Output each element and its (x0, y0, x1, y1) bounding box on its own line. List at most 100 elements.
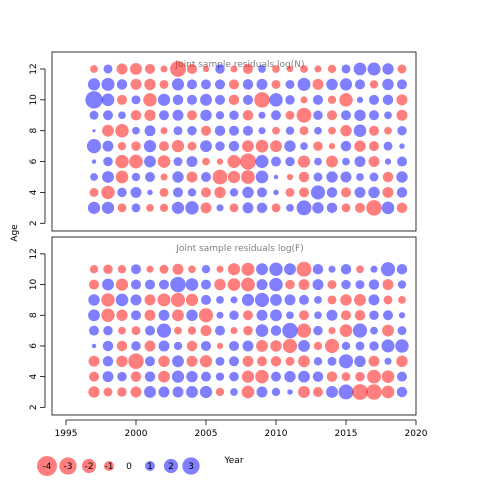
bubble-p2-age3-2007 (230, 388, 238, 396)
bubble-p1-age4-2003 (173, 187, 183, 198)
legend-label--4: -4 (43, 462, 52, 472)
bubble-p2-age8-2015 (341, 310, 351, 321)
bubble-p1-age8-2008 (243, 125, 253, 136)
bubble-p2-age3-2013 (313, 386, 323, 397)
bubble-p1-age4-2006 (214, 186, 226, 199)
bubble-p2-age3-2001 (144, 386, 156, 398)
bubble-p1-age6-2008 (239, 153, 257, 170)
bubble-p2-age11-2016 (356, 265, 364, 274)
bubble-p2-age11-2011 (284, 263, 296, 276)
bubble-p1-age8-2017 (369, 125, 379, 136)
bubble-p2-age3-1997 (88, 386, 100, 398)
bubble-p2-age7-2009 (255, 324, 269, 337)
bubble-p1-age9-2005 (200, 109, 212, 121)
bubble-p2-age10-2013 (312, 279, 324, 291)
bubble-p1-age5-2004 (186, 171, 198, 183)
bubble-p2-age7-1997 (89, 325, 99, 336)
bubble-p2-age3-2005 (199, 385, 213, 399)
bubble-p1-age8-2003 (173, 126, 183, 136)
bubble-p2-age3-2003 (172, 386, 184, 398)
bubble-p2-age8-2012 (299, 310, 309, 321)
bubble-p1-age5-2019 (396, 171, 408, 183)
bubble-p2-age11-2012 (296, 261, 312, 277)
bubble-p2-age4-2003 (171, 370, 185, 383)
bubble-p1-age11-2010 (271, 79, 281, 89)
bubble-p2-age10-2012 (298, 279, 310, 291)
bubble-p1-age9-2003 (172, 109, 184, 121)
bubble-p1-age6-1999 (115, 154, 129, 169)
bubble-p2-age10-2002 (159, 279, 169, 290)
bubble-p2-age10-2008 (241, 277, 255, 292)
bubble-p2-age11-2018 (380, 262, 396, 277)
bubble-p1-age6-1997 (91, 159, 97, 164)
bubble-p1-age8-2000 (132, 126, 140, 135)
bubble-p1-age3-2012 (296, 200, 312, 216)
bubble-p2-age10-2017 (368, 279, 380, 290)
panel-title-bottom: Joint sample residuals log(F) (175, 244, 303, 254)
bubble-p2-age9-2003 (170, 292, 186, 307)
bubble-p2-age9-2013 (314, 296, 322, 304)
bubble-p2-age4-2012 (298, 370, 310, 383)
bubble-p2-age8-2004 (186, 309, 198, 321)
bubble-p2-age10-2015 (341, 279, 351, 290)
bubble-p1-age8-2019 (397, 125, 407, 136)
bubble-p2-age4-2000 (130, 371, 142, 382)
y-tick-label-p2-10: 10 (29, 279, 39, 291)
bubble-p1-age3-1997 (87, 201, 101, 214)
bubble-p1-age10-2006 (215, 94, 225, 105)
bubble-p1-age12-2012 (300, 65, 308, 73)
bubble-p1-age12-2000 (130, 63, 142, 75)
bubble-p1-age4-2000 (130, 186, 142, 198)
bubble-p2-age9-2018 (383, 295, 393, 305)
bubble-p1-age10-2005 (200, 93, 212, 106)
bubble-p2-age10-2001 (145, 279, 155, 290)
bubble-p1-age3-2017 (366, 200, 382, 216)
bubble-p1-age3-2008 (242, 202, 254, 214)
bubble-p2-age7-2006 (215, 325, 225, 336)
bubble-p1-age5-2016 (356, 173, 364, 181)
bubble-p2-age5-2007 (229, 356, 239, 367)
bubble-p1-age3-2010 (271, 203, 281, 213)
bubble-p1-age11-2005 (201, 79, 211, 90)
bubble-p1-age8-2011 (285, 126, 295, 135)
bubble-p1-age8-2010 (272, 126, 280, 135)
bubble-p1-age12-2009 (258, 65, 266, 73)
bubble-p2-age9-2012 (299, 294, 309, 305)
legend-label-3: 3 (188, 462, 194, 472)
bubble-p1-age9-2001 (144, 109, 156, 121)
x-tick-label-2020: 2020 (405, 429, 428, 439)
bubble-p1-age12-1998 (103, 64, 113, 74)
bubble-p1-age3-2016 (355, 202, 365, 213)
bubble-p1-age7-2003 (171, 140, 185, 153)
bubble-p1-age4-2011 (285, 187, 295, 197)
bubble-p1-age4-2014 (326, 187, 338, 198)
bubble-p2-age8-2013 (314, 311, 322, 320)
bubble-p1-age10-2018 (382, 94, 394, 106)
bubble-p1-age9-2000 (130, 110, 142, 121)
bubble-p1-age10-2000 (131, 95, 141, 105)
bubble-p1-age4-2009 (257, 187, 267, 198)
bubble-p2-age7-2015 (339, 324, 353, 337)
legend-bubble--4 (37, 456, 57, 476)
y-tick-label-p1-12: 12 (29, 63, 39, 74)
bubble-p2-age8-2001 (144, 309, 156, 321)
bubble-p1-age7-2013 (313, 141, 323, 151)
bubble-p1-age10-2019 (396, 94, 408, 106)
bubble-p2-age8-2003 (172, 309, 184, 322)
bubble-p2-age11-2001 (146, 265, 154, 273)
bubble-p2-age8-2000 (131, 310, 141, 321)
bubble-p2-age10-1998 (102, 278, 114, 291)
bubble-p2-age5-2001 (145, 356, 155, 367)
bubble-p2-age9-2017 (368, 294, 380, 306)
bubble-p1-age5-2015 (340, 171, 352, 183)
bubble-p2-age4-2019 (397, 371, 407, 382)
y-tick-label-p2-8: 8 (29, 312, 39, 318)
y-tick-label-p2-6: 6 (29, 343, 39, 349)
bubble-p1-age4-2019 (396, 187, 408, 198)
bubble-p1-age8-2009 (258, 127, 266, 135)
bubble-p1-age12-2001 (145, 63, 155, 74)
bubble-p1-age10-1997 (85, 91, 103, 109)
bubble-p1-age7-1999 (117, 141, 127, 151)
bubble-p2-age6-2009 (256, 340, 268, 352)
bubble-p1-age3-2003 (171, 201, 185, 214)
